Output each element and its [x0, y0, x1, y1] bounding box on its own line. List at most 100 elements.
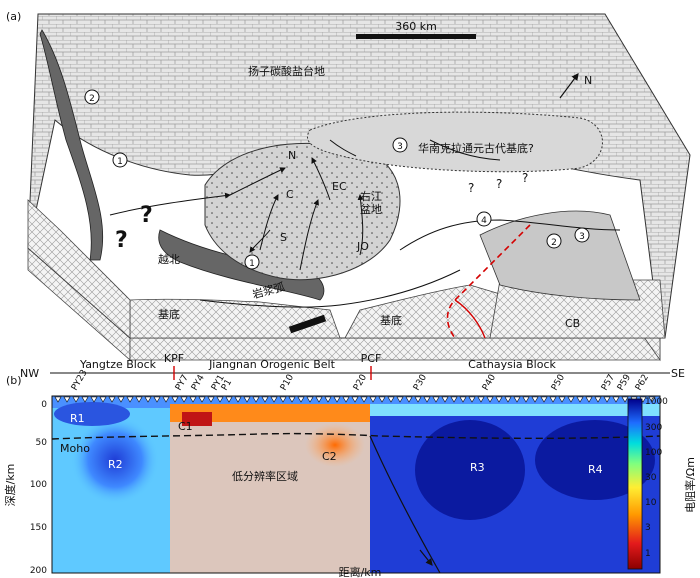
label-r3: R3 — [470, 461, 485, 474]
qmark-1: ? — [140, 203, 153, 228]
station-triangle — [360, 396, 368, 403]
station-triangles — [54, 396, 656, 403]
station-triangle — [243, 396, 251, 403]
cbar-100: 100 — [645, 448, 662, 458]
station-triangle — [369, 396, 377, 403]
cbar-1: 1 — [645, 549, 651, 559]
station-triangle — [351, 396, 359, 403]
station-PY7: PY7 — [174, 373, 191, 392]
qmark-4: ? — [496, 177, 502, 191]
colorbar — [627, 398, 643, 570]
ytick-200: 200 — [30, 566, 47, 576]
label-c1: C1 — [178, 420, 193, 433]
flow-s: S — [280, 231, 287, 244]
cbar-10: 10 — [645, 498, 657, 508]
basement-question-label: 华南克拉通元古代基底? — [418, 141, 534, 155]
station-P1: P1 — [220, 378, 234, 393]
station-triangle — [216, 396, 224, 403]
svg-text:3: 3 — [397, 142, 403, 152]
station-triangle — [135, 396, 143, 403]
qmark-5: ? — [522, 171, 528, 185]
station-triangle — [315, 396, 323, 403]
label-moho: Moho — [60, 442, 90, 455]
station-triangle — [153, 396, 161, 403]
cb-label: CB — [565, 317, 580, 330]
marker-4: 4 — [476, 211, 492, 227]
station-triangle — [171, 396, 179, 403]
station-triangle — [324, 396, 332, 403]
station-PY4: PY4 — [190, 373, 207, 392]
station-triangle — [648, 396, 656, 403]
cbar-1000: 1000 — [645, 397, 668, 407]
station-triangle — [342, 396, 350, 403]
flow-n: N — [288, 149, 296, 162]
station-triangle — [513, 396, 521, 403]
station-triangle — [162, 396, 170, 403]
north-label: N — [584, 74, 592, 87]
station-triangle — [486, 396, 494, 403]
station-triangle — [504, 396, 512, 403]
station-triangle — [414, 396, 422, 403]
station-triangle — [396, 396, 404, 403]
station-triangle — [459, 396, 467, 403]
panel-a-label: (a) — [6, 10, 21, 23]
station-triangle — [198, 396, 206, 403]
marker-1b: 1 — [244, 254, 260, 270]
platform-label: 扬子碳酸盐台地 — [248, 64, 325, 78]
station-triangle — [333, 396, 341, 403]
station-triangle — [522, 396, 530, 403]
r1-body — [54, 402, 130, 426]
marker-3b: 3 — [574, 227, 590, 243]
station-triangle — [558, 396, 566, 403]
r4-body — [535, 420, 655, 500]
qmark-3: ? — [468, 181, 474, 195]
ytick-100: 100 — [30, 480, 47, 490]
station-PY23: PY23 — [70, 368, 90, 392]
simao-belt — [39, 29, 104, 261]
jo-label: JO — [356, 240, 369, 253]
marker-3a: 3 — [392, 137, 408, 153]
label-r2: R2 — [108, 458, 123, 471]
station-triangle — [477, 396, 485, 403]
simao-label: 思茅 — [92, 171, 106, 191]
station-triangle — [81, 396, 89, 403]
marker-1a: 1 — [112, 152, 128, 168]
station-triangle — [441, 396, 449, 403]
jiangnan-label: Jiangnan Orogenic Belt — [208, 358, 336, 371]
svg-text:2: 2 — [89, 94, 95, 104]
label-c2: C2 — [322, 450, 337, 463]
station-triangle — [207, 396, 215, 403]
fault-red-solid — [454, 299, 486, 339]
station-labels: PY23 PY7 PY4 PY1 P1 P10 P20 P30 P40 P50 … — [70, 368, 651, 392]
kpf-label: KPF — [164, 352, 184, 365]
station-triangle — [423, 396, 431, 403]
station-triangle — [63, 396, 71, 403]
nw-label: NW — [20, 367, 39, 380]
slab-line — [369, 435, 441, 574]
station-triangle — [189, 396, 197, 403]
station-triangle — [531, 396, 539, 403]
station-triangle — [612, 396, 620, 403]
svg-text:1: 1 — [249, 259, 255, 269]
basement-left — [27, 199, 131, 339]
station-triangle — [567, 396, 575, 403]
station-P57: P57 — [600, 373, 617, 393]
station-triangle — [585, 396, 593, 403]
moho-line — [51, 432, 661, 440]
x-axis-label: 距离/km — [339, 565, 382, 578]
resistivity-section — [51, 396, 661, 574]
se-label: SE — [671, 367, 685, 380]
front-face — [129, 337, 661, 361]
pcf-label: PCF — [361, 352, 382, 365]
deformed-zone — [479, 210, 641, 301]
scale-bar: 360 km — [356, 20, 476, 39]
marker-2b: 2 — [546, 233, 562, 249]
ytick-150: 150 — [30, 523, 47, 533]
svg-text:1: 1 — [117, 157, 123, 167]
station-triangle — [117, 396, 125, 403]
station-triangle — [288, 396, 296, 403]
basin-label: 右江盆地 — [360, 189, 382, 216]
station-triangle — [54, 396, 62, 403]
station-triangle — [108, 396, 116, 403]
r3-body — [415, 420, 525, 520]
